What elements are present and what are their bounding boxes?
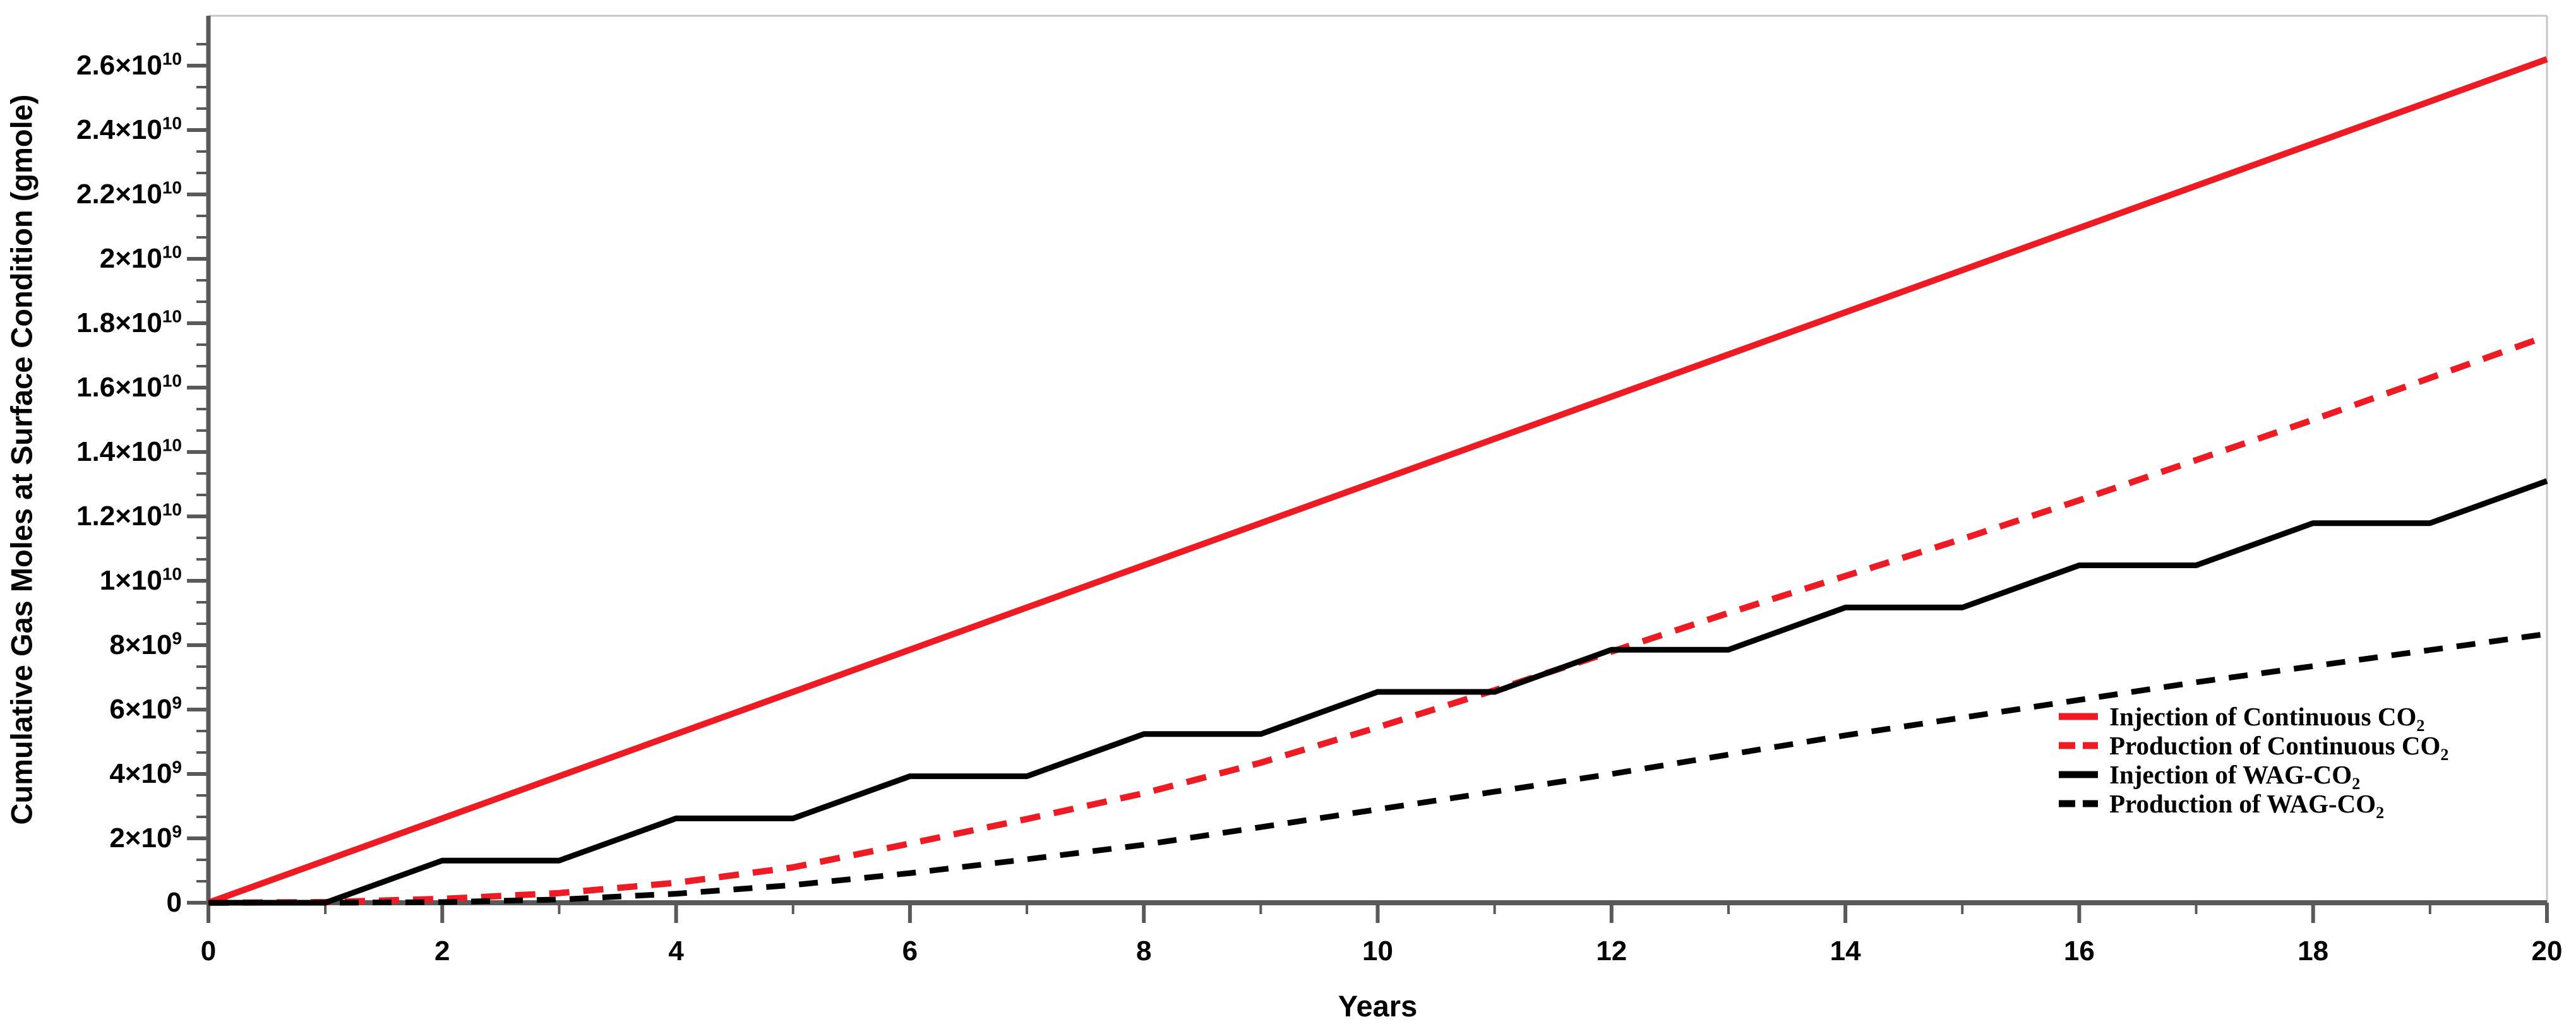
x-tick-label: 6 (902, 936, 918, 967)
y-tick-label: 1.4×1010 (76, 435, 182, 468)
x-tick-label: 0 (200, 936, 217, 967)
y-tick-label: 8×109 (109, 628, 182, 660)
x-tick-label: 12 (1596, 936, 1627, 967)
y-tick-label: 1.2×1010 (76, 499, 182, 532)
y-tick-label: 2.4×1010 (76, 113, 182, 146)
series-line-1 (208, 333, 2548, 906)
legend-swatch-icon (2059, 713, 2098, 720)
legend-item-label: Production of WAG-CO2 (2109, 789, 2385, 823)
legend: Injection of Continuous CO2 Production of… (2058, 702, 2449, 823)
legend-item-3: Production of WAG-CO2 (2058, 789, 2448, 823)
y-axis-title: Cumulative Gas Moles at Surface Conditio… (4, 94, 39, 824)
x-tick-label: 14 (1830, 936, 1861, 967)
legend-swatch-icon (2059, 800, 2098, 807)
legend-item-label: Production of Continuous CO2 (2109, 731, 2449, 764)
legend-item-label: Injection of WAG-CO2 (2109, 760, 2361, 794)
series-line-0 (207, 56, 2548, 906)
x-tick-label: 8 (1135, 936, 1152, 967)
y-tick-label: 4×109 (109, 757, 182, 789)
legend-item-label: Injection of Continuous CO2 (2109, 702, 2425, 735)
y-tick-label: 2.6×1010 (76, 49, 182, 81)
legend-item-1: Production of Continuous CO2 (2058, 731, 2449, 764)
x-axis-title: Years (1338, 989, 1418, 1023)
y-tick-label: 1×1010 (99, 564, 182, 597)
y-tick-label: 1.6×1010 (76, 371, 182, 403)
legend-swatch-icon (2059, 742, 2098, 749)
y-tick-label: 2.2×1010 (76, 177, 182, 210)
y-tick-label: 6×109 (109, 693, 182, 725)
y-tick-label: 2×109 (109, 821, 182, 854)
x-tick-label: 20 (2531, 936, 2563, 967)
legend-swatch-icon (2059, 771, 2098, 778)
legend-item-0: Injection of Continuous CO2 (2058, 702, 2448, 735)
x-tick-label: 2 (434, 936, 450, 967)
series-line-2 (208, 478, 2548, 906)
y-tick-label: 2×1010 (99, 242, 182, 275)
x-tick-label: 4 (668, 936, 684, 967)
x-tick-label: 16 (2063, 936, 2095, 967)
y-tick-label: 1.8×1010 (76, 306, 182, 339)
x-tick-label: 18 (2297, 936, 2329, 967)
legend-item-2: Injection of WAG-CO2 (2058, 760, 2448, 794)
x-tick-label: 10 (1362, 936, 1393, 967)
y-tick-label: 0 (166, 887, 182, 918)
